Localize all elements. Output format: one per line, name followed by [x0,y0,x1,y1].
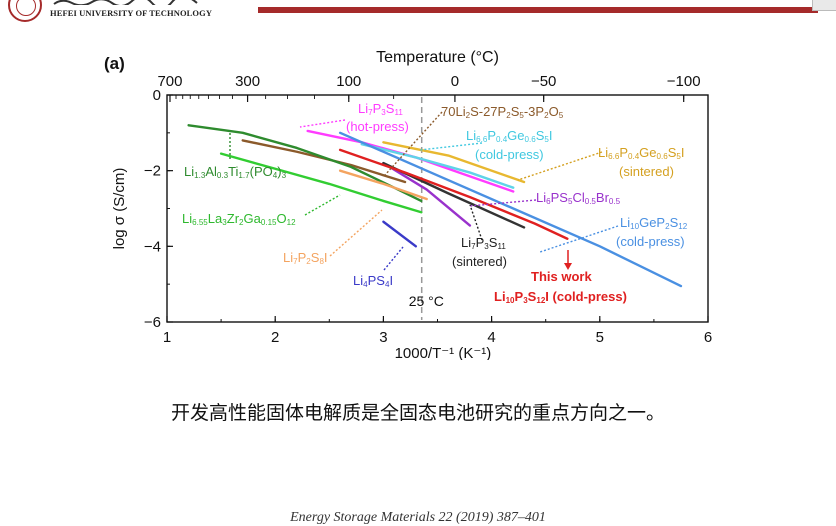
series-line [338,148,569,240]
top-tick-label: 100 [336,73,361,90]
label-leader [383,246,404,271]
x-tick-label: 2 [271,329,279,346]
header-corner-box [812,0,836,11]
label-leader [329,209,383,257]
y-tick-label: −6 [144,314,161,331]
citation-footer: Energy Storage Materials 22 (2019) 387–4… [290,510,546,525]
university-name: HEFEI UNIVERSITY OF TECHNOLOGY [50,8,213,18]
series-line [382,220,418,248]
y-axis-label: log σ (S/cm) [111,168,128,250]
panel-label: (a) [104,54,125,73]
label-li7p3s11-hotpress: Li7P3S11 [358,101,403,117]
label-lpgsi-coldpress: Li6.6P0.4Ge0.6S5I [466,128,552,144]
y-tick-label: −4 [144,238,161,255]
x-axis-label: 1000/T⁻¹ (K⁻¹) [395,345,492,360]
university-chinese-logotype [53,0,198,5]
label-lpgsi-coldpress-sub: (cold-press) [475,147,544,162]
top-tick-label: −100 [667,73,701,90]
reference-line-label: 25 °C [409,293,444,309]
label-leader [299,119,346,128]
x-tick-label: 1 [163,329,171,346]
label-leader [517,151,603,181]
x-tick-label: 5 [596,329,604,346]
label-argyrodite: Li6PS5Cl0.5Br0.5 [536,190,621,206]
label-glass-ceramic: 70Li2S-27P2S5-3P2O5 [441,104,564,120]
conductivity-chart: 1 2 3 4 5 6 0 −2 −4 −6 700 300 100 0 −50 −100 Temperatur… [104,49,712,360]
label-leader [469,199,537,207]
label-li4ps4i: Li4PS4I [353,273,393,289]
series-line [338,169,428,201]
slide-header: HEFEI UNIVERSITY OF TECHNOLOGY [0,0,836,22]
series-line [187,124,423,203]
slide-caption: 开发高性能固体电解质是全固态电池研究的重点方向之一。 [170,402,665,424]
top-tick-label: 300 [235,73,260,90]
this-work-arrow-head [564,263,572,270]
label-lgps: Li10GeP2S12 [620,215,688,231]
label-leader [419,142,483,151]
y-tick-label: −2 [144,163,161,180]
top-tick-label: 0 [451,73,459,90]
top-tick-label: 700 [157,73,182,90]
series-line [219,152,423,214]
x-tick-label: 6 [704,329,712,346]
x-tick-label: 4 [487,329,495,346]
label-leader [304,194,341,216]
plot-frame [166,94,709,323]
label-lpgsi-sintered: Li6.6P0.4Ge0.6S5I [598,145,684,161]
label-llzo: Li6.55La3Zr2Ga0.15O12 [182,211,296,227]
series-line [382,141,526,184]
top-axis-label: Temperature (°C) [376,49,499,66]
label-latp: Li1.3Al0.3Ti1.7(PO4)3 [184,164,287,180]
top-tick-label: −50 [531,73,556,90]
label-lpgsi-sintered-sub: (sintered) [619,164,674,179]
label-li7p3s11-sintered: Li7P3S11 [461,235,506,251]
label-li10p3s12i: Li10P3S12I (cold-press) [494,289,627,305]
series-line [382,161,472,227]
label-li7p3s11-hotpress-sub: (hot-press) [346,119,409,134]
label-leader [539,225,619,253]
y-tick-label: 0 [153,87,161,104]
series-line [360,142,515,189]
label-this-work: This work [531,269,592,284]
label-li7p3s11-sintered-sub: (sintered) [452,254,507,269]
label-lgps-sub: (cold-press) [616,234,685,249]
x-tick-label: 3 [379,329,387,346]
header-accent-bar [258,7,818,13]
series-line [338,131,683,288]
label-li7p2s8i: Li7P2S8I [283,250,328,266]
